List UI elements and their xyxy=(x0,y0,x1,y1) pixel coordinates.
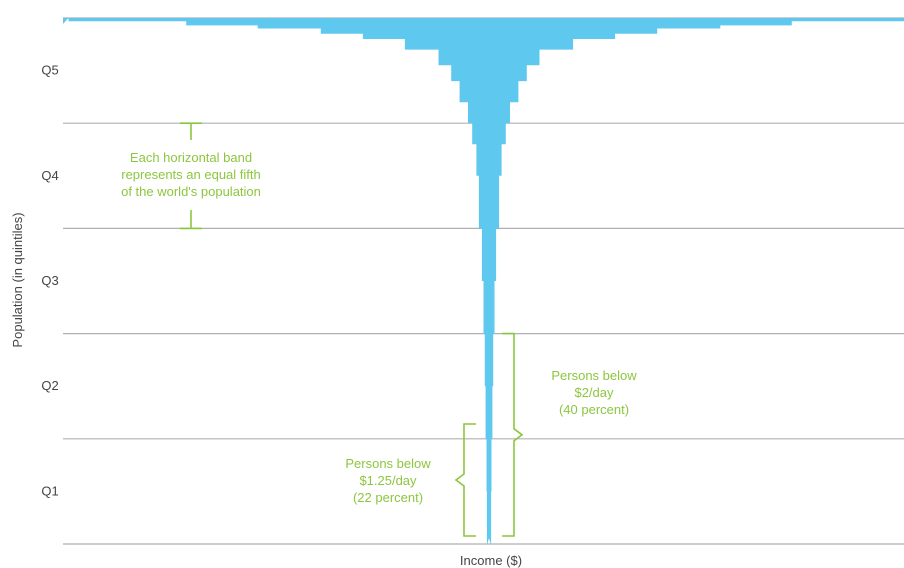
one-twenty-five-line-3: (22 percent) xyxy=(353,490,423,505)
band-annotation-line-3: of the world's population xyxy=(121,184,261,199)
band-annotation-line-1: Each horizontal band xyxy=(130,150,252,165)
one-twenty-five-brace xyxy=(454,423,476,537)
tick-label-q3: Q3 xyxy=(41,273,58,288)
band-annotation-line-2: represents an equal fifth xyxy=(121,167,260,182)
band-bracket xyxy=(180,122,202,230)
two-dollar-brace xyxy=(502,332,524,537)
tick-label-q4: Q4 xyxy=(41,168,58,183)
tick-label-q5: Q5 xyxy=(41,63,58,78)
two-dollar-line-2: $2/day xyxy=(574,385,614,400)
income-distribution-area xyxy=(63,18,904,544)
y-axis-label: Population (in quintiles) xyxy=(10,212,25,347)
quintile-tick-labels: Q1 Q2 Q3 Q4 Q5 xyxy=(41,63,58,499)
x-axis-label: Income ($) xyxy=(460,553,522,568)
two-dollar-annotation: Persons below $2/day (40 percent) xyxy=(502,332,637,537)
two-dollar-line-3: (40 percent) xyxy=(559,402,629,417)
tick-label-q1: Q1 xyxy=(41,483,58,498)
tick-label-q2: Q2 xyxy=(41,378,58,393)
band-annotation: Each horizontal band represents an equal… xyxy=(121,122,261,230)
one-twenty-five-line-1: Persons below xyxy=(345,456,431,471)
one-twenty-five-annotation: Persons below $1.25/day (22 percent) xyxy=(345,423,476,537)
one-twenty-five-line-2: $1.25/day xyxy=(359,473,417,488)
two-dollar-line-1: Persons below xyxy=(551,368,637,383)
